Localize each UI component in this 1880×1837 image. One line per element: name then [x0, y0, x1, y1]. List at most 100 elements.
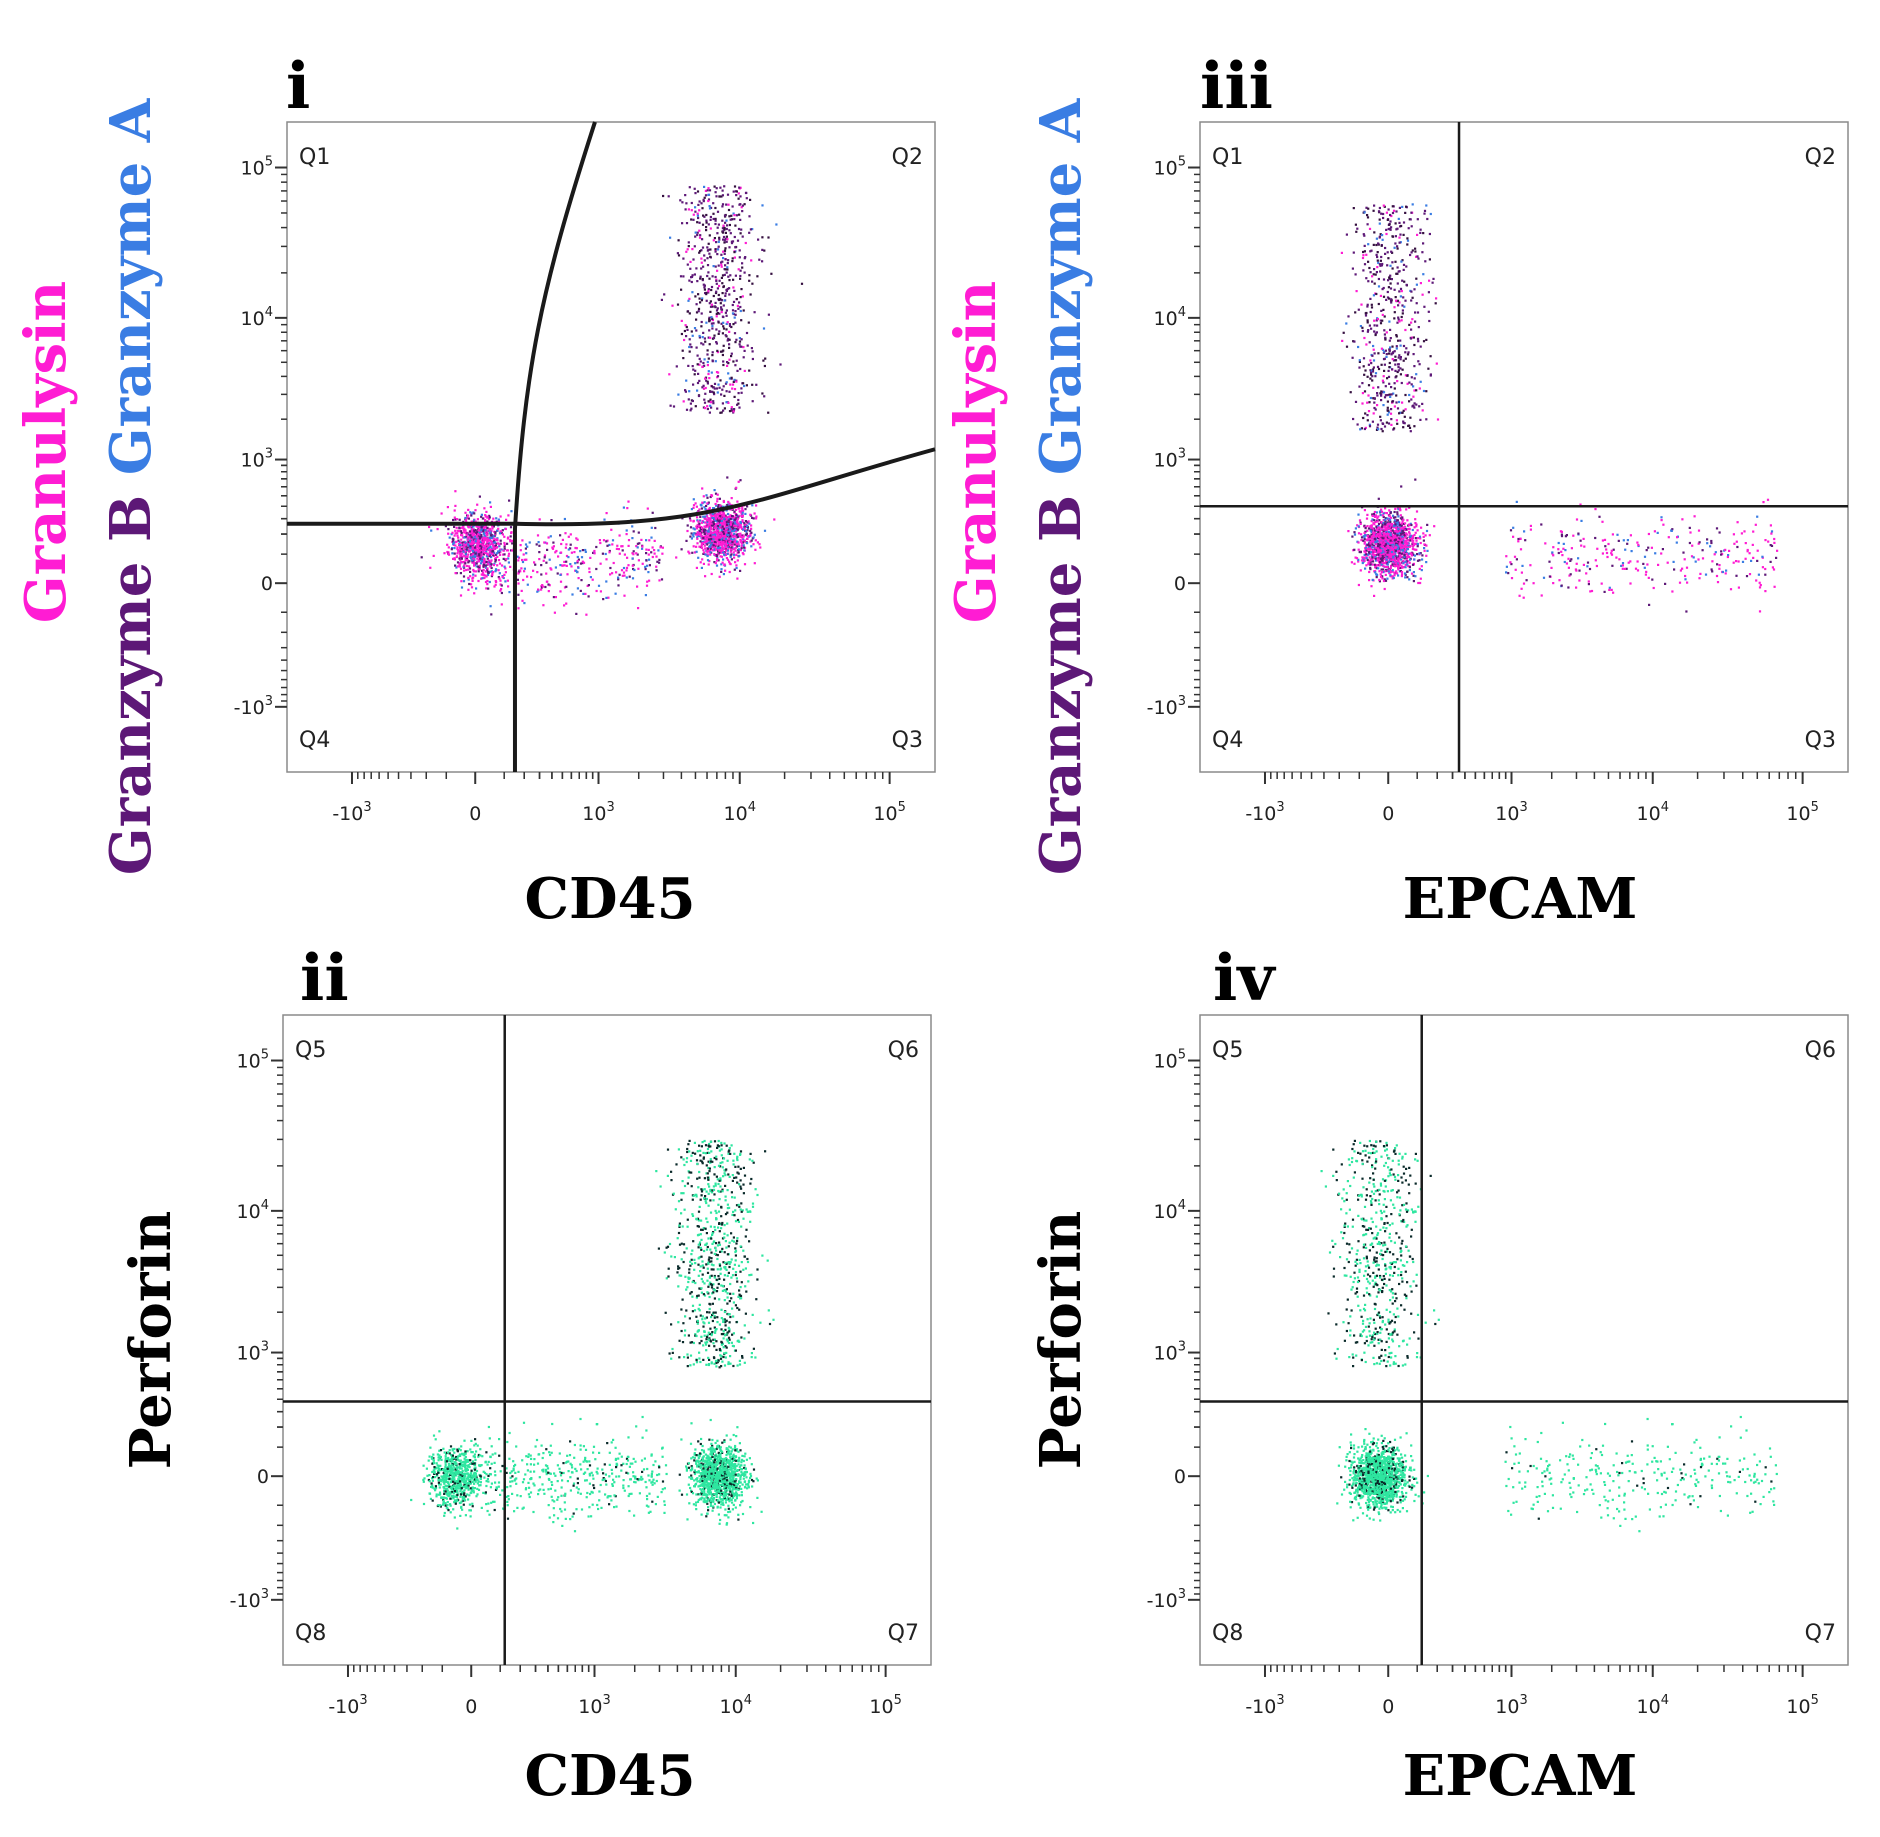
event-dot [721, 1483, 724, 1486]
event-dot [716, 1499, 719, 1502]
event-dot [703, 364, 706, 367]
event-dot [478, 1484, 481, 1487]
event-dot [722, 304, 725, 307]
event-dot [635, 545, 638, 548]
event-dot [477, 1455, 480, 1458]
event-dot [679, 199, 682, 202]
event-dot [718, 512, 721, 515]
event-dot [437, 1504, 440, 1507]
event-dot [702, 515, 705, 518]
event-dot [711, 319, 714, 322]
event-dot [458, 557, 461, 560]
event-dot [447, 1509, 450, 1512]
event-dot [719, 1506, 722, 1509]
event-dot [692, 506, 695, 509]
event-dot [735, 1495, 738, 1498]
event-dot [725, 1472, 728, 1475]
event-dot [646, 507, 649, 510]
event-dot [472, 547, 475, 550]
event-dot [702, 200, 705, 203]
event-dot [485, 548, 488, 551]
event-dot [443, 552, 446, 555]
event-dot [467, 553, 470, 556]
event-dot [733, 1484, 736, 1487]
event-dot [726, 1486, 729, 1489]
event-dot [554, 596, 557, 599]
event-dot [723, 185, 726, 188]
event-dot [497, 569, 500, 572]
event-dot [494, 531, 497, 534]
event-dot [457, 1475, 460, 1478]
event-dot [460, 1487, 463, 1490]
event-dot [724, 221, 727, 224]
event-dot [447, 1459, 450, 1462]
event-dot [724, 311, 727, 314]
y-title-part: Granulysin [13, 281, 79, 623]
event-dot [734, 1473, 737, 1476]
event-dot [454, 1468, 457, 1471]
event-dot [703, 525, 706, 528]
event-dot [696, 231, 699, 234]
event-dot [470, 1475, 473, 1478]
event-dot [472, 1473, 475, 1476]
event-dot [460, 580, 463, 583]
event-dot [725, 504, 729, 507]
event-dot [470, 545, 473, 548]
event-dot [708, 377, 711, 380]
event-dot [725, 289, 728, 292]
event-dot [719, 1447, 722, 1450]
event-dot [450, 1459, 453, 1463]
event-dot [452, 1457, 455, 1460]
event-dot [464, 1450, 467, 1453]
event-dot [475, 1450, 478, 1453]
event-dot [448, 1449, 451, 1452]
event-dot [422, 1478, 425, 1481]
event-dot [738, 249, 741, 252]
event-dot [763, 395, 766, 398]
event-dot [728, 229, 731, 232]
event-dot [720, 276, 723, 279]
event-dot [467, 526, 470, 529]
event-dot [711, 1471, 714, 1474]
event-dot [744, 1471, 747, 1474]
event-dot [499, 583, 502, 586]
event-dot [705, 299, 708, 302]
event-dot [764, 357, 767, 360]
event-dot [737, 402, 740, 405]
event-dot [708, 207, 712, 210]
event-dot [437, 1481, 440, 1484]
event-dot [482, 1491, 485, 1494]
event-dot [454, 518, 457, 521]
event-dot [488, 555, 491, 558]
event-dot [736, 1426, 739, 1429]
event-dot [736, 528, 739, 531]
event-dot [689, 260, 692, 263]
event-dot [490, 529, 493, 532]
event-dot [564, 532, 567, 535]
event-dot [708, 545, 711, 548]
event-dot [743, 1480, 746, 1484]
event-dot [707, 563, 710, 566]
event-dot [752, 1480, 755, 1483]
event-dot [708, 1472, 711, 1475]
event-dot [723, 1478, 726, 1481]
event-dot [690, 218, 693, 221]
event-dot [422, 1502, 426, 1506]
event-dot [470, 586, 474, 589]
event-dot [680, 548, 683, 551]
event-dot [709, 1446, 712, 1449]
event-dot [440, 1458, 443, 1461]
event-dot [730, 558, 733, 561]
event-dot [737, 197, 740, 200]
event-dot [733, 378, 736, 381]
event-dot [743, 271, 746, 274]
event-dot [463, 1465, 466, 1468]
event-dot [708, 329, 711, 332]
event-dot [519, 544, 522, 547]
event-dot [457, 1478, 460, 1481]
event-dot [687, 241, 690, 244]
event-dot [494, 557, 497, 560]
event-dot [698, 1464, 701, 1467]
event-dot [473, 531, 476, 534]
